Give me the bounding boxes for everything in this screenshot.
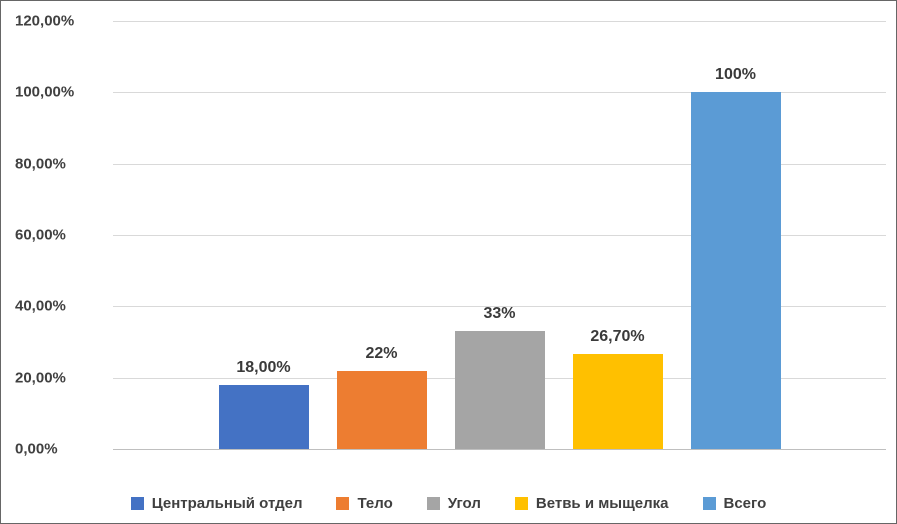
bar-data-label: 33% [483, 305, 516, 323]
y-axis: 120,00% 100,00% 80,00% 60,00% 40,00% 20,00% 0,… [1, 13, 107, 458]
legend-item: Тело [336, 495, 393, 512]
legend-swatch [336, 497, 350, 510]
legend-item: Центральный отдел [130, 495, 303, 512]
gridline [113, 235, 886, 236]
legend-item: Угол [426, 495, 481, 512]
bars: 18,00% 22% 33% 26,70% 100% [113, 21, 886, 449]
legend-swatch [426, 497, 440, 510]
legend-label: Всего [723, 495, 767, 512]
legend: Центральный отдел Тело Угол Ветвь и мыщелка… [1, 495, 896, 512]
bar-data-label: 22% [365, 344, 398, 362]
gridline [113, 163, 886, 165]
gridline [113, 92, 886, 94]
legend-label: Центральный отдел [151, 495, 303, 512]
legend-label: Угол [447, 495, 481, 512]
gridline [113, 306, 886, 308]
bar-data-label: 26,70% [590, 327, 645, 345]
legend-swatch [130, 497, 144, 510]
y-axis-tick: 60,00% [15, 226, 66, 244]
x-axis-line [113, 449, 886, 450]
y-axis-tick: 80,00% [15, 155, 66, 173]
y-axis-tick: 120,00% [15, 12, 75, 30]
y-axis-tick: 20,00% [15, 369, 66, 387]
y-axis-tick: 40,00% [15, 297, 66, 315]
bar-data-label: 18,00% [236, 358, 291, 376]
legend-swatch [514, 497, 528, 510]
y-axis-tick: 0,00% [15, 440, 58, 458]
bar: 26,70% [572, 328, 663, 449]
legend-label: Тело [357, 495, 393, 512]
bar: 100% [690, 66, 781, 449]
legend-label: Ветвь и мыщелка [535, 495, 669, 512]
bar: 22% [336, 345, 427, 449]
bar: 33% [454, 305, 545, 449]
bar: 18,00% [218, 359, 309, 449]
bar-data-label: 100% [715, 66, 756, 84]
y-axis-tick: 100,00% [15, 83, 75, 101]
legend-item: Всего [702, 495, 767, 512]
legend-swatch [702, 497, 716, 510]
gridline [113, 21, 886, 22]
plot-area: 18,00% 22% 33% 26,70% 100% [113, 21, 886, 450]
legend-item: Ветвь и мыщелка [514, 495, 669, 512]
